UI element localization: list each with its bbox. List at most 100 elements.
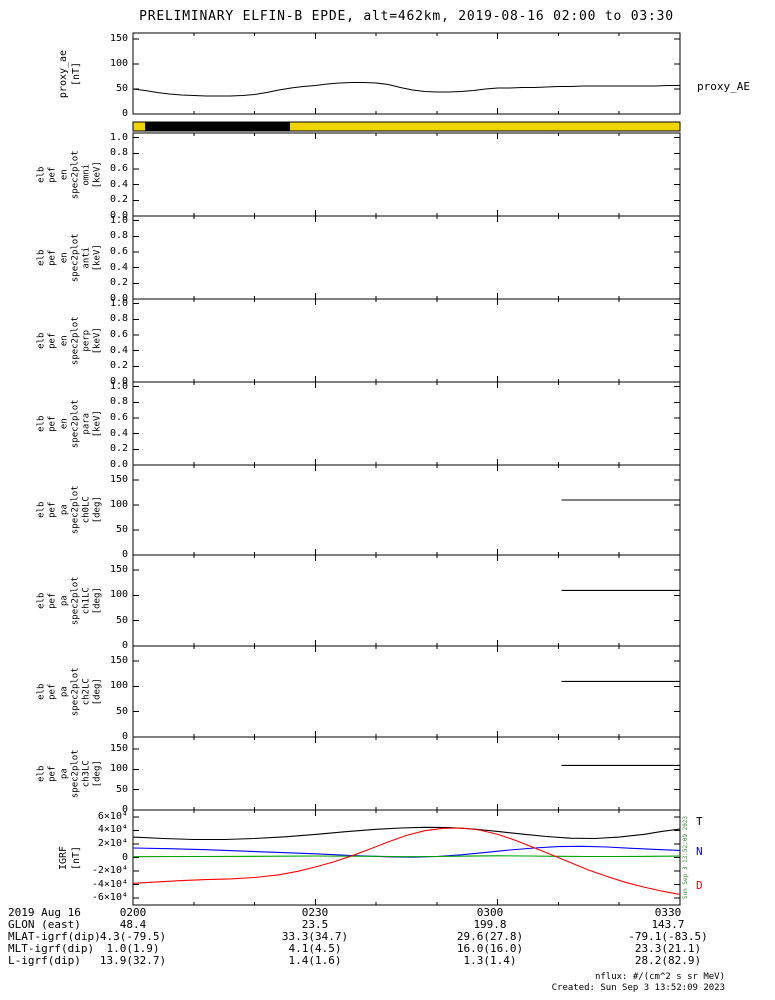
y-tick-label-en_perp: 0.4 — [109, 344, 128, 356]
y-tick-label-en_omni: 0.4 — [109, 178, 128, 190]
panel-frame-pa_ch2 — [132, 645, 681, 738]
y-tick-label-igrf: 0 — [121, 851, 128, 863]
panel-frame-en_perp — [132, 298, 681, 383]
y-tick-label-pa_ch0: 0 — [121, 549, 128, 560]
ephemeris-cell: 33.3(34.7) — [281, 930, 349, 943]
y-tick-label-en_perp: 0.2 — [109, 360, 128, 372]
y-tick-label-igrf: 6×10⁴ — [97, 810, 128, 822]
series-igrf-T — [132, 826, 681, 841]
y-tick-label-en_omni: 0.8 — [109, 147, 128, 159]
ephemeris-cell: 0330 — [654, 906, 682, 919]
ephemeris-cell: 13.9(32.7) — [99, 954, 167, 967]
panel-frame-pa_ch1 — [132, 554, 681, 647]
y-axis-label-pa_ch3: elb pef pa spec2plot ch3LC [deg] — [34, 737, 106, 810]
y-tick-label-en_para: 0.6 — [109, 412, 128, 424]
y-axis-label-pa_ch2: elb pef pa spec2plot ch2LC [deg] — [34, 646, 106, 737]
y-tick-label-pa_ch2: 0 — [121, 731, 128, 742]
ephemeris-cell: 1.4(1.6) — [288, 954, 342, 967]
y-tick-label-proxy: 50 — [115, 83, 128, 94]
ephemeris-cell: 1.0(1.9) — [106, 942, 160, 955]
igrf-series-label-T: T — [696, 815, 703, 828]
ephemeris-row-label: L-igrf(dip) — [8, 954, 81, 967]
y-tick-label-pa_ch1: 0 — [121, 640, 128, 651]
y-tick-label-en_anti: 0.6 — [109, 246, 128, 258]
y-tick-label-en_para: 0.2 — [109, 443, 128, 455]
y-tick-label-pa_ch1: 50 — [115, 614, 128, 626]
y-tick-label-pa_ch1: 150 — [109, 564, 128, 576]
y-tick-label-proxy: 150 — [109, 33, 128, 44]
ephemeris-cell: 23.5 — [301, 918, 329, 931]
vertical-timestamp: Sun Sep 3 13:52:09 2023 — [680, 810, 692, 905]
igrf-series-label-N: N — [696, 845, 703, 858]
y-axis-label-pa_ch0: elb pef pa spec2plot ch0LC [deg] — [34, 465, 106, 555]
proxy-ae-right-label: proxy_AE — [697, 80, 750, 93]
y-tick-label-igrf: 4×10⁴ — [97, 824, 128, 836]
y-axis-label-text: elb pef pa spec2plot ch1LC [deg] — [36, 576, 103, 625]
flux-units-note: nflux: #/(cm^2 s sr MeV) — [594, 972, 725, 982]
panel-frame-igrf — [132, 809, 681, 906]
ephemeris-cell: 4.1(4.5) — [288, 942, 342, 955]
y-axis-label-en_omni: elb pef en spec2plot omni [keV] — [34, 133, 106, 216]
series-igrf-D — [132, 827, 681, 896]
y-tick-label-proxy: 0 — [121, 108, 128, 119]
y-axis-label-en_perp: elb pef en spec2plot perp [keV] — [34, 299, 106, 382]
y-tick-label-en_para: 0.8 — [109, 396, 128, 408]
flag-strip-border — [132, 121, 681, 132]
y-tick-label-en_anti: 1.0 — [109, 214, 128, 226]
ephemeris-cell: 16.0(16.0) — [456, 942, 524, 955]
ephemeris-cell: 199.8 — [473, 918, 507, 931]
panel-frame-en_para — [132, 381, 681, 466]
y-axis-label-igrf: IGRF [nT] — [34, 810, 106, 905]
ephemeris-cell: 0300 — [476, 906, 504, 919]
y-tick-label-pa_ch0: 150 — [109, 474, 128, 485]
series-proxy-proxy_AE — [132, 81, 680, 97]
y-tick-label-en_perp: 1.0 — [109, 297, 128, 309]
y-tick-label-proxy: 100 — [109, 58, 128, 69]
ephemeris-row-label: 2019 Aug 16 — [8, 906, 81, 919]
flag-strip-segment-1 — [145, 122, 290, 131]
y-axis-label-text: proxy_ae [nT] — [57, 49, 82, 98]
y-tick-label-igrf: -4×10⁴ — [91, 878, 128, 890]
y-tick-label-pa_ch3: 100 — [109, 763, 128, 775]
y-tick-label-pa_ch2: 100 — [109, 680, 128, 692]
ephemeris-cell: 1.3(1.4) — [463, 954, 517, 967]
y-axis-label-text: elb pef pa spec2plot ch2LC [deg] — [36, 667, 103, 716]
y-tick-label-en_omni: 1.0 — [109, 131, 128, 143]
y-tick-label-pa_ch0: 100 — [109, 499, 128, 510]
flag-strip-segment-2 — [289, 122, 680, 131]
y-axis-label-text: elb pef en spec2plot para [keV] — [36, 399, 103, 448]
y-tick-label-en_anti: 0.2 — [109, 277, 128, 289]
y-tick-label-igrf: -2×10⁴ — [91, 865, 128, 877]
y-axis-label-text: elb pef en spec2plot omni [keV] — [36, 150, 103, 199]
y-tick-label-pa_ch3: 50 — [115, 783, 128, 795]
ephemeris-cell: 28.2(82.9) — [634, 954, 702, 967]
series-igrf-N — [132, 845, 681, 858]
y-axis-label-text: elb pef pa spec2plot ch0LC [deg] — [36, 485, 103, 535]
y-tick-label-pa_ch3: 150 — [109, 743, 128, 755]
y-axis-label-text: elb pef en spec2plot anti [keV] — [36, 233, 103, 282]
panel-frame-en_anti — [132, 215, 681, 300]
created-note: Created: Sun Sep 3 13:52:09 2023 — [551, 983, 725, 993]
y-axis-label-text: elb pef pa spec2plot ch3LC [deg] — [36, 749, 103, 798]
ephemeris-cell: 4.3(-79.5) — [99, 930, 167, 943]
ephemeris-cell: 23.3(21.1) — [634, 942, 702, 955]
y-tick-label-en_anti: 0.8 — [109, 230, 128, 242]
plot-title: PRELIMINARY ELFIN-B EPDE, alt=462km, 201… — [139, 9, 674, 24]
ephemeris-cell: 48.4 — [119, 918, 147, 931]
y-tick-label-en_perp: 0.8 — [109, 313, 128, 325]
ephemeris-row-label: MLT-igrf(dip) — [8, 942, 95, 955]
y-tick-label-en_para: 1.0 — [109, 380, 128, 392]
y-axis-label-text: IGRF [nT] — [58, 845, 82, 870]
y-tick-label-en_para: 0.0 — [109, 459, 128, 470]
series-igrf-E — [132, 855, 681, 858]
ephemeris-cell: -79.1(-83.5) — [628, 930, 708, 943]
y-axis-label-en_para: elb pef en spec2plot para [keV] — [34, 382, 106, 465]
y-axis-label-pa_ch1: elb pef pa spec2plot ch1LC [deg] — [34, 555, 106, 646]
y-tick-label-igrf: -6×10⁴ — [91, 892, 128, 904]
y-tick-label-en_perp: 0.6 — [109, 329, 128, 341]
igrf-series-label-D: D — [696, 879, 703, 892]
ephemeris-cell: 0200 — [119, 906, 147, 919]
flag-strip-segment-0 — [133, 122, 146, 131]
y-axis-label-proxy: proxy_ae [nT] — [34, 33, 106, 114]
